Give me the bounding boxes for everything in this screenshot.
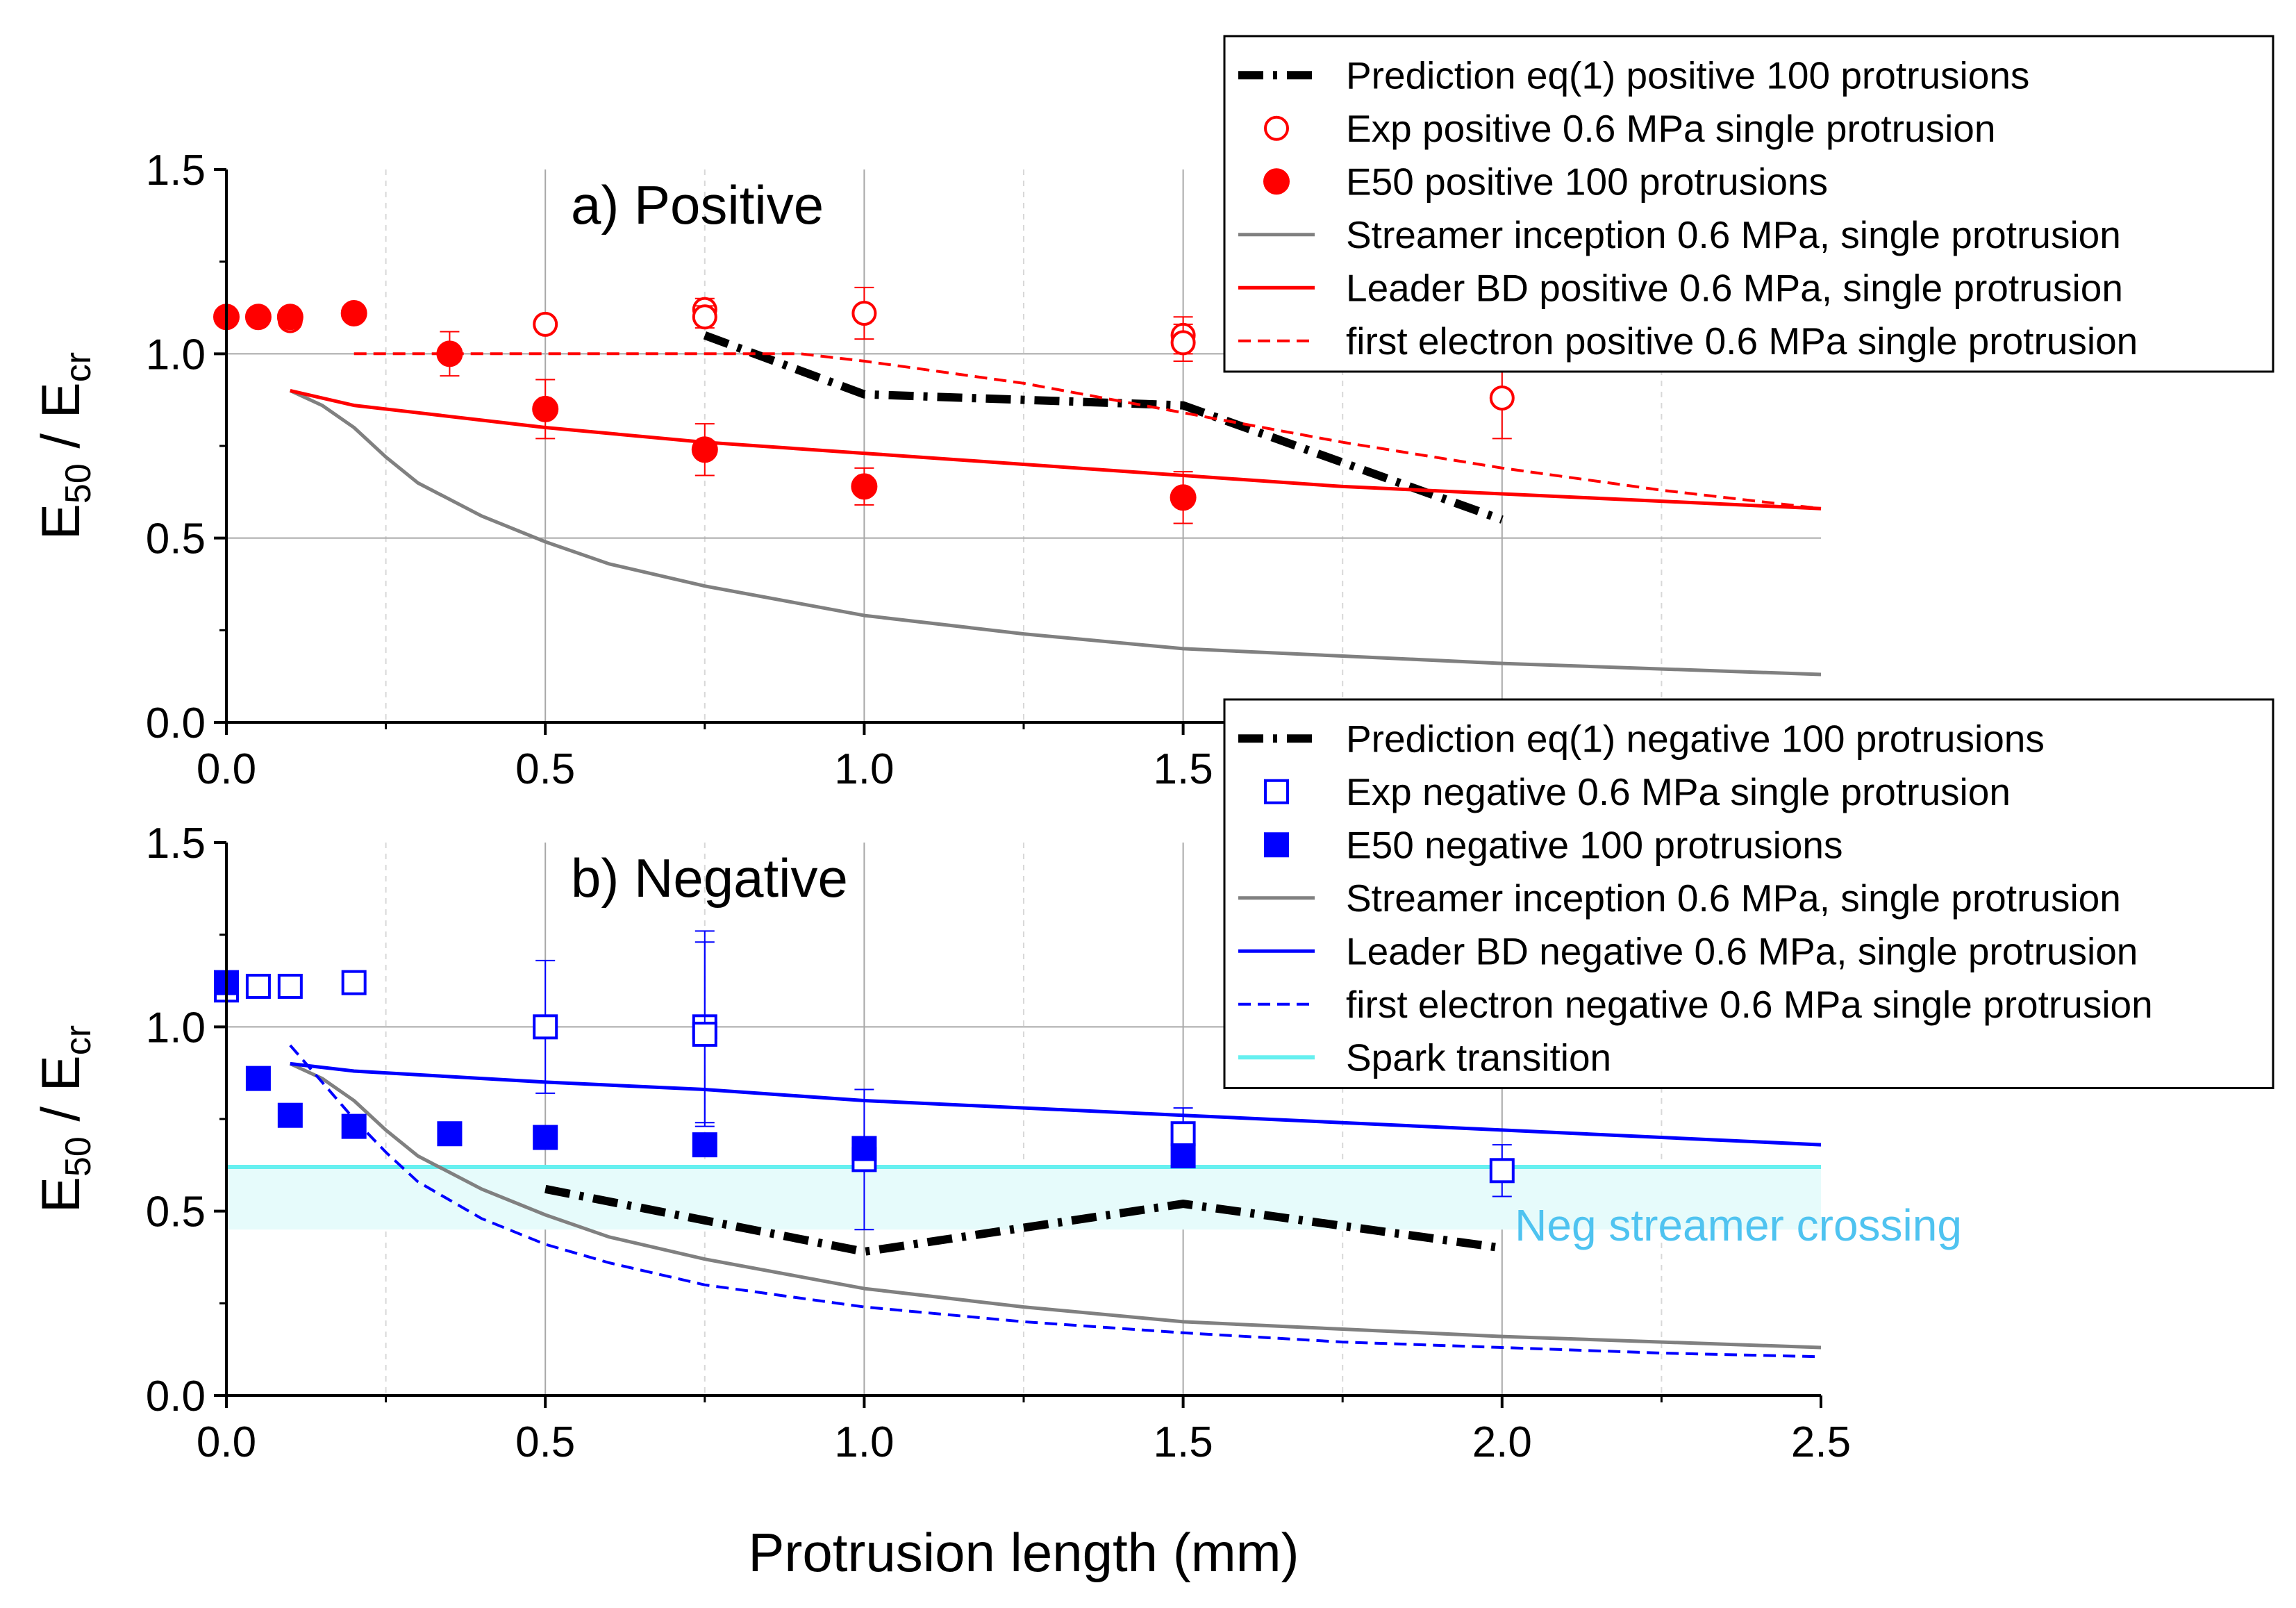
x-tick-label: 0.0 <box>197 745 256 793</box>
x-tick-label: 1.5 <box>1153 745 1213 793</box>
data-point-circle-open <box>1170 330 1196 356</box>
annotation-text: Neg streamer crossing <box>1515 1200 1962 1250</box>
data-point-square-filled <box>341 1113 367 1139</box>
data-point-square-filled <box>851 1136 877 1161</box>
legend-box <box>1223 35 2274 373</box>
series-line <box>703 331 1504 524</box>
data-point-circle-open <box>851 300 877 326</box>
y-tick-label: 1.0 <box>146 331 206 379</box>
x-tick-label: 1.0 <box>834 1418 894 1466</box>
y-axis-title-part: / E <box>30 382 91 463</box>
y-tick-label: 0.0 <box>146 1373 206 1420</box>
data-point-square-open <box>341 970 367 995</box>
x-axis-title: Protrusion length (mm) <box>748 1522 1299 1583</box>
spark-transition-band <box>226 1166 1821 1230</box>
legend-label: Prediction eq(1) negative 100 protrusion… <box>1346 717 2045 760</box>
data-point-circle-filled <box>691 436 718 463</box>
legend-label: Prediction eq(1) positive 100 protrusion… <box>1346 53 2029 97</box>
data-point-square-filled <box>1170 1143 1196 1169</box>
y-axis-title: E50 / Ecr <box>30 352 99 540</box>
series-line <box>289 389 1822 677</box>
legend-box <box>1223 698 2274 1089</box>
y-axis-title-part: cr <box>58 1025 99 1055</box>
series-line <box>544 1184 1503 1256</box>
data-point-square-open <box>277 973 303 999</box>
y-axis-title-part: 50 <box>58 1136 99 1177</box>
y-tick-label: 1.0 <box>146 1004 206 1052</box>
legend-label: first electron positive 0.6 MPa single p… <box>1346 320 2138 363</box>
y-axis-title-part: cr <box>58 352 99 382</box>
data-point-circle-filled <box>244 304 272 331</box>
y-axis-title-part: E <box>30 1177 91 1213</box>
data-point-circle-filled <box>1263 168 1290 195</box>
series-line <box>353 352 1822 511</box>
legend-label: Exp negative 0.6 MPa single protrusion <box>1346 770 2011 813</box>
y-axis-title-part: E <box>30 504 91 540</box>
data-point-square-open <box>1489 1158 1515 1184</box>
data-point-circle-filled <box>851 473 878 500</box>
data-point-square-filled <box>437 1121 463 1147</box>
legend-negative: Prediction eq(1) negative 100 protrusion… <box>1223 698 2274 1089</box>
series-line <box>289 1044 1822 1359</box>
legend-positive: Prediction eq(1) positive 100 protrusion… <box>1223 35 2274 373</box>
data-point-square-open <box>1170 1121 1196 1147</box>
series-line <box>289 1062 1822 1350</box>
data-point-square-filled <box>245 1066 271 1091</box>
y-tick-label: 0.5 <box>146 1188 206 1236</box>
legend-label: Leader BD negative 0.6 MPa, single protr… <box>1346 929 2138 972</box>
x-tick-label: 0.0 <box>197 1418 256 1466</box>
data-point-square-filled <box>1264 832 1289 858</box>
data-point-circle-open <box>533 311 558 337</box>
y-tick-label: 1.5 <box>146 147 206 194</box>
series-line <box>290 1061 1822 1147</box>
y-tick-label: 0.5 <box>146 515 206 563</box>
x-tick-label: 2.5 <box>1791 1418 1851 1466</box>
data-point-circle-open <box>692 304 717 330</box>
x-tick-label: 0.5 <box>515 745 575 793</box>
legend-label: Streamer inception 0.6 MPa, single protr… <box>1346 213 2121 256</box>
data-point-square-filled <box>277 1102 303 1128</box>
y-tick-label: 0.0 <box>146 699 206 747</box>
data-point-circle-filled <box>1170 484 1197 511</box>
y-axis-title-part: / E <box>30 1055 91 1136</box>
data-point-square-filled <box>692 1132 717 1158</box>
y-axis-title: E50 / Ecr <box>30 1025 99 1213</box>
data-point-circle-open <box>1264 115 1289 141</box>
data-point-square-open <box>533 1014 558 1040</box>
data-point-circle-filled <box>532 395 559 422</box>
legend-label: first electron negative 0.6 MPa single p… <box>1346 983 2153 1026</box>
legend-label: Spark transition <box>1346 1036 1611 1079</box>
data-point-square-open <box>245 973 271 999</box>
panel-title: a) Positive <box>571 174 824 235</box>
data-point-square-filled <box>533 1125 558 1150</box>
panel-title: b) Negative <box>571 847 848 909</box>
x-tick-label: 1.5 <box>1153 1418 1213 1466</box>
legend-label: Streamer inception 0.6 MPa, single protr… <box>1346 877 2121 920</box>
series-line <box>290 388 1822 511</box>
data-point-circle-open <box>1489 386 1515 411</box>
data-point-square-open <box>1264 779 1289 804</box>
x-tick-label: 2.0 <box>1472 1418 1532 1466</box>
x-tick-label: 1.0 <box>834 745 894 793</box>
legend-label: E50 negative 100 protrusions <box>1346 823 1842 866</box>
legend-label: Exp positive 0.6 MPa single protrusion <box>1346 107 1995 150</box>
data-point-circle-filled <box>340 299 367 326</box>
x-tick-label: 0.5 <box>515 1418 575 1466</box>
y-axis-title-part: 50 <box>58 463 99 504</box>
y-tick-label: 1.5 <box>146 820 206 868</box>
legend-label: E50 positive 100 protrusions <box>1346 160 1828 203</box>
data-point-square-open <box>692 1021 717 1047</box>
data-point-circle-filled <box>436 340 463 367</box>
legend-label: Leader BD positive 0.6 MPa, single protr… <box>1346 266 2123 309</box>
panel-negative: 0.0 0.5 1.0 1.5 2.0 2.5 0.0 0.5 1.0 1.5 E50 / Ecr b… <box>30 820 1962 1466</box>
data-point-circle-filled <box>276 304 303 331</box>
